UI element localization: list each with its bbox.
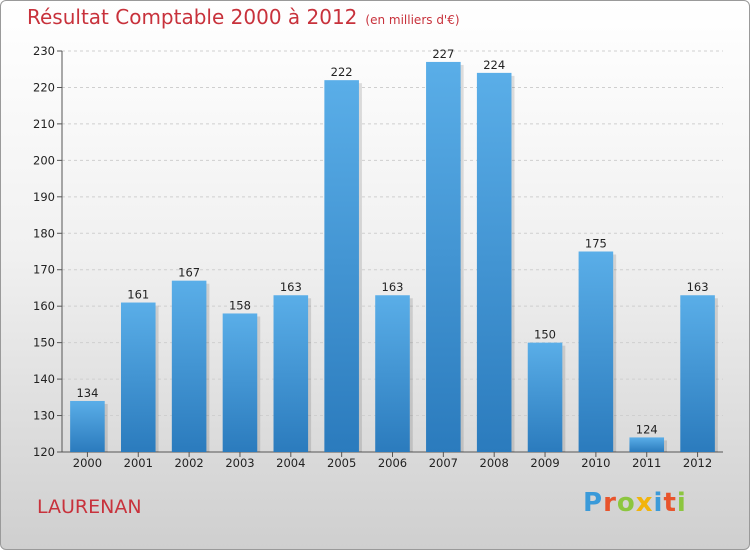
x-tick-label: 2001 — [124, 456, 153, 470]
logo-letter: o — [616, 488, 636, 518]
value-label: 163 — [382, 280, 404, 294]
value-label: 124 — [636, 422, 658, 436]
x-tick-label: 2010 — [581, 456, 610, 470]
x-tick-label: 2012 — [683, 456, 712, 470]
value-label: 167 — [178, 266, 200, 280]
y-tick-label: 190 — [33, 190, 55, 204]
proxiti-logo: Proxiti — [583, 488, 687, 518]
x-tick-label: 2006 — [378, 456, 407, 470]
value-label: 175 — [585, 237, 607, 251]
bar — [476, 72, 512, 452]
logo-letter: x — [635, 488, 654, 518]
logo-letter: t — [663, 488, 677, 518]
value-label: 227 — [432, 47, 454, 61]
y-tick-label: 160 — [33, 299, 55, 313]
x-tick-label: 2008 — [480, 456, 509, 470]
x-tick-label: 2009 — [530, 456, 559, 470]
chart-subtitle: (en milliers d'€) — [365, 13, 460, 27]
x-tick-label: 2003 — [225, 456, 254, 470]
value-label: 158 — [229, 298, 251, 312]
bar — [171, 280, 207, 452]
value-label: 134 — [76, 386, 98, 400]
bars — [70, 61, 718, 452]
y-tick-label: 170 — [33, 263, 55, 277]
labels: 120 130 140 150 160 170 180 190 200 210 220 230 2000… — [33, 44, 712, 470]
value-label: 150 — [534, 328, 556, 342]
logo-letter: i — [676, 488, 687, 518]
bar — [527, 342, 563, 452]
y-tick-label: 220 — [33, 80, 55, 94]
y-tick-label: 140 — [33, 372, 55, 386]
y-tick-label: 180 — [33, 226, 55, 240]
value-label: 163 — [687, 280, 709, 294]
logo-letter: r — [603, 488, 617, 518]
bar — [273, 295, 309, 452]
x-tick-label: 2004 — [276, 456, 305, 470]
bar — [629, 437, 665, 452]
bar — [120, 302, 156, 452]
location-name: LAURENAN — [37, 496, 142, 518]
value-label: 224 — [483, 58, 505, 72]
x-tick-label: 2002 — [174, 456, 203, 470]
x-tick-label: 2007 — [429, 456, 458, 470]
bar — [426, 61, 461, 452]
value-label: 222 — [331, 65, 353, 79]
y-tick-label: 130 — [33, 409, 55, 423]
bar — [70, 400, 105, 452]
bar — [680, 295, 715, 452]
logo-letter: P — [583, 488, 604, 518]
chart-title-text: Résultat Comptable 2000 à 2012 — [27, 5, 358, 29]
y-tick-label: 150 — [33, 336, 55, 350]
x-tick-label: 2011 — [632, 456, 661, 470]
y-tick-label: 120 — [33, 445, 55, 459]
logo-letter: i — [653, 488, 664, 518]
value-label: 161 — [127, 288, 149, 302]
bar — [578, 251, 614, 452]
bar — [375, 295, 410, 452]
bar — [222, 313, 258, 452]
y-tick-label: 230 — [33, 44, 55, 58]
chart-title: Résultat Comptable 2000 à 2012 (en millie… — [27, 5, 460, 29]
x-tick-label: 2000 — [73, 456, 102, 470]
y-tick-label: 210 — [33, 117, 55, 131]
bar — [324, 80, 359, 452]
x-tick-label: 2005 — [327, 456, 356, 470]
y-tick-label: 200 — [33, 153, 55, 167]
value-label: 163 — [280, 280, 302, 294]
